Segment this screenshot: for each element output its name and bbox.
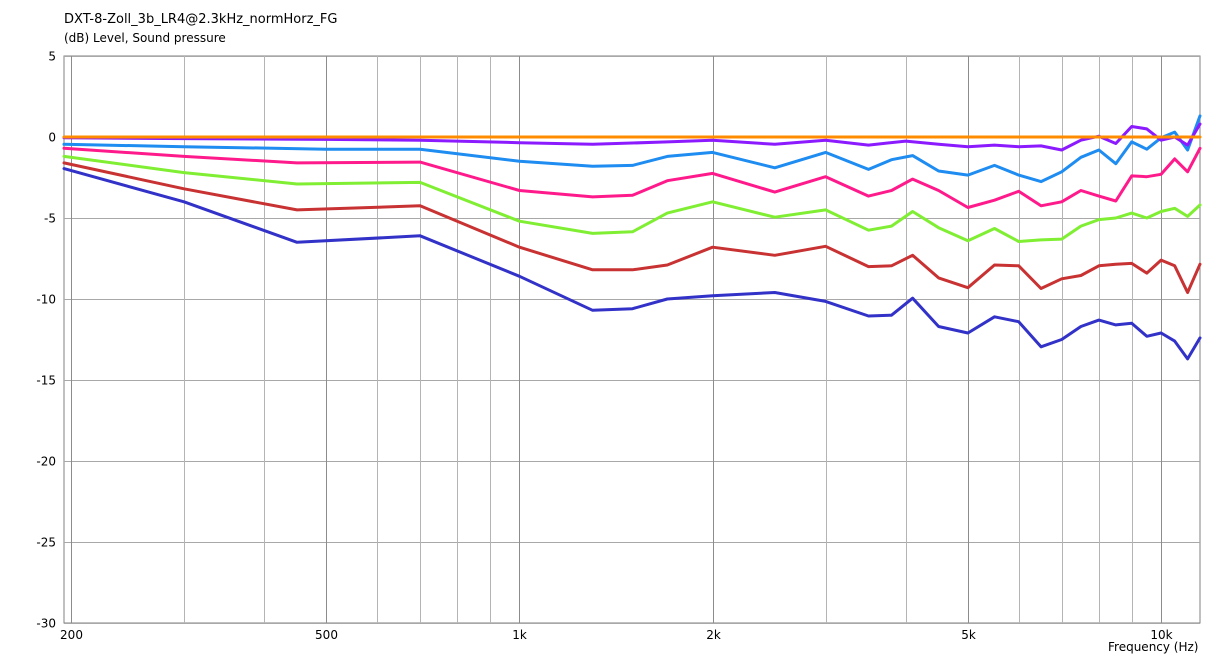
y-tick-label: 0: [48, 131, 56, 145]
plot-area: [63, 55, 1201, 624]
y-tick-label: -5: [44, 212, 56, 226]
chart-title: DXT-8-Zoll_3b_LR4@2.3kHz_normHorz_FG: [64, 12, 338, 27]
x-tick-label: 5k: [961, 628, 976, 642]
x-tick-label: 200: [60, 628, 83, 642]
x-tick-label: 500: [315, 628, 338, 642]
x-tick-label: 2k: [706, 628, 721, 642]
x-axis-label: Frequency (Hz): [1108, 640, 1199, 654]
x-tick-label: 1k: [512, 628, 527, 642]
y-tick-label: -20: [36, 455, 56, 469]
y-axis-label: (dB) Level, Sound pressure: [64, 31, 226, 45]
y-tick-label: -30: [36, 617, 56, 631]
series-line-1: [62, 122, 1202, 152]
series-line-2: [62, 114, 1202, 184]
y-tick-label: -25: [36, 536, 56, 550]
x-tick-label: 10k: [1150, 628, 1172, 642]
y-tick-label: 5: [48, 50, 56, 64]
y-tick-label: -10: [36, 293, 56, 307]
series-line-5: [62, 161, 1202, 294]
y-tick-label: -15: [36, 374, 56, 388]
series-line-6: [62, 167, 1202, 361]
series-line-3: [62, 146, 1202, 209]
series-line-4: [62, 154, 1202, 243]
